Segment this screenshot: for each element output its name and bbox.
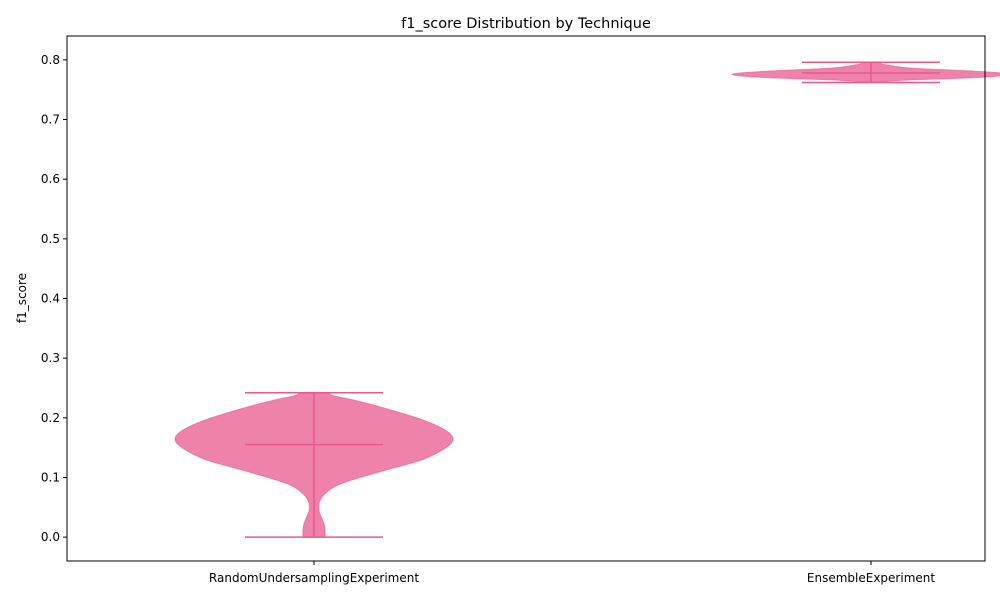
x-tick-label: RandomUndersamplingExperiment xyxy=(209,571,419,585)
y-tick-label: 0.5 xyxy=(41,232,60,246)
y-tick-label: 0.3 xyxy=(41,351,60,365)
y-tick-label: 0.6 xyxy=(41,172,60,186)
y-tick-label: 0.2 xyxy=(41,411,60,425)
y-axis: 0.0 0.1 0.2 0.3 0.4 0.5 0.6 0.7 0.8 xyxy=(41,53,67,544)
x-tick-label: EnsembleExperiment xyxy=(807,571,935,585)
y-tick-label: 0.7 xyxy=(41,113,60,127)
y-tick-label: 0.8 xyxy=(41,53,60,67)
y-axis-title: f1_score xyxy=(15,273,29,323)
y-tick-label: 0.4 xyxy=(41,292,60,306)
x-axis: RandomUndersamplingExperiment EnsembleExp… xyxy=(209,561,935,585)
violin-layer xyxy=(174,61,1000,538)
chart-title: f1_score Distribution by Technique xyxy=(401,16,651,32)
y-tick-label: 0.0 xyxy=(41,530,60,544)
plot-frame xyxy=(66,35,986,562)
y-tick-label: 0.1 xyxy=(41,470,60,484)
